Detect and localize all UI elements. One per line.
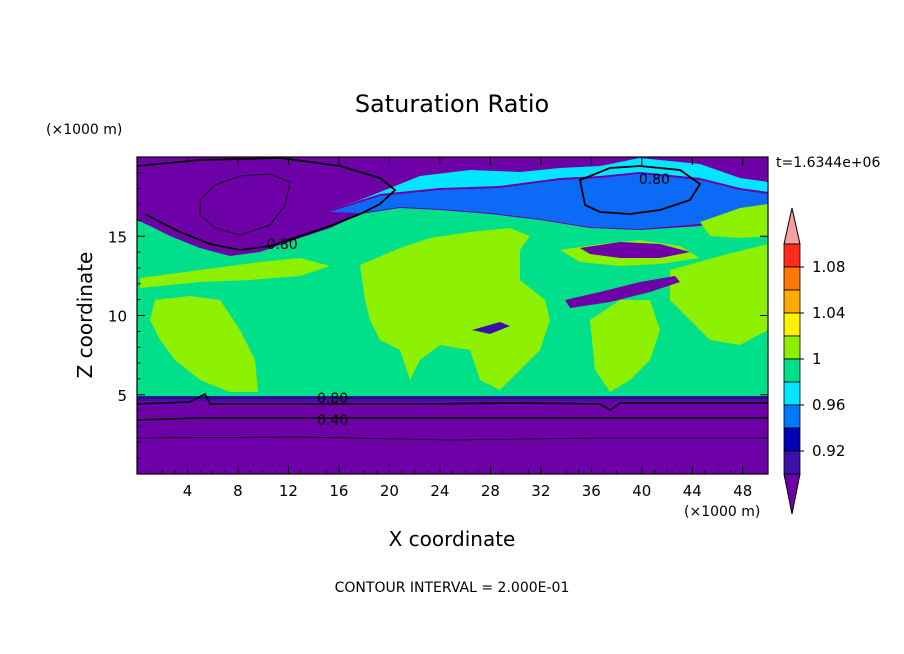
colorbar-swatch: [783, 381, 801, 406]
colorbar-swatch: [783, 358, 801, 383]
colorbar-swatch: [783, 312, 801, 337]
colorbar-tick-label: 0.96: [812, 396, 845, 414]
x-tick-label: 40: [632, 482, 651, 500]
contour-interval-note: CONTOUR INTERVAL = 2.000E-01: [335, 580, 570, 596]
upper-blue-fringe: [330, 174, 768, 229]
lower-layer-edge: [137, 396, 768, 401]
x-axis-label: X coordinate: [389, 527, 516, 551]
contour-080-lower: [137, 392, 768, 411]
colorbar-tick-label: 0.92: [812, 442, 845, 460]
colorbar-tick-label: 1: [812, 350, 822, 368]
colorbar-swatch: [783, 289, 801, 314]
x-tick-label: 8: [233, 482, 243, 500]
x-tick-label: 32: [531, 482, 550, 500]
colorbar: 1.08 1.04 1 0.96 0.92: [783, 207, 845, 515]
x-tick-label: 24: [430, 482, 449, 500]
dry-streak-mid: [472, 322, 510, 334]
chart-title: Saturation Ratio: [355, 90, 549, 118]
colorbar-swatch: [783, 335, 801, 360]
plot-area: 0.800.800.800.40 4 8 12 16 20 24 28 32 36 40 44 48 …: [108, 156, 769, 500]
y-axis-ticks: 5 10 15: [108, 172, 768, 459]
x-axis-ticks: 4 8 12 16 20 24 28 32 36 40 44 48: [149, 157, 756, 500]
x-tick-label: 36: [582, 482, 601, 500]
x-units-label: (×1000 m): [684, 504, 760, 520]
contour-label: 0.40: [317, 413, 348, 429]
colorbar-swatch: [783, 427, 801, 452]
colorbar-swatch: [783, 266, 801, 291]
cloud-region-right: [670, 244, 768, 345]
x-tick-label: 48: [733, 482, 752, 500]
colorbar-top-arrow: [783, 207, 801, 245]
contour-thin-lower: [137, 436, 768, 441]
colorbar-tick-label: 1.08: [812, 258, 845, 276]
cloud-region-mid-right: [590, 300, 660, 392]
y-tick-label: 15: [108, 228, 127, 246]
x-tick-label: 12: [279, 482, 298, 500]
lower-dry-layer: [137, 396, 768, 474]
x-tick-label: 16: [329, 482, 348, 500]
contour-label: 0.80: [267, 237, 298, 253]
colorbar-swatch: [783, 450, 801, 475]
time-label: t=1.6344e+06: [776, 155, 880, 171]
y-units-label: (×1000 m): [46, 122, 122, 138]
contour-inner-upper-left: [199, 173, 291, 236]
upper-inner-dry: [430, 157, 560, 170]
y-tick-label: 5: [117, 387, 127, 405]
colorbar-tick-label: 1.04: [812, 304, 845, 322]
contour-label: 0.80: [639, 172, 670, 188]
dry-streak-right: [565, 276, 680, 308]
contour-080-upper-right: [578, 165, 702, 215]
contour-label: 0.80: [317, 391, 348, 407]
colorbar-swatch: [783, 404, 801, 429]
y-tick-label: 10: [108, 308, 127, 326]
cloud-region-left: [150, 296, 258, 392]
x-tick-label: 4: [183, 482, 193, 500]
cloud-region-left-upper: [140, 258, 330, 288]
x-tick-label: 20: [380, 482, 399, 500]
colorbar-swatch: [783, 243, 801, 268]
contour-080-upper-left: [137, 157, 397, 251]
contour-labels: 0.80 0.80 0.80 0.40: [267, 172, 670, 429]
cloud-region-right-upper: [700, 204, 768, 238]
upper-cyan-fringe: [330, 158, 768, 210]
y-axis-label: Z coordinate: [73, 252, 97, 379]
colorbar-bottom-arrow: [783, 473, 801, 515]
cloud-region-main: [360, 228, 550, 390]
x-tick-label: 28: [481, 482, 500, 500]
x-tick-label: 44: [683, 482, 702, 500]
contour-040-lower: [137, 417, 768, 421]
dry-streak-upper-right: [580, 242, 690, 258]
